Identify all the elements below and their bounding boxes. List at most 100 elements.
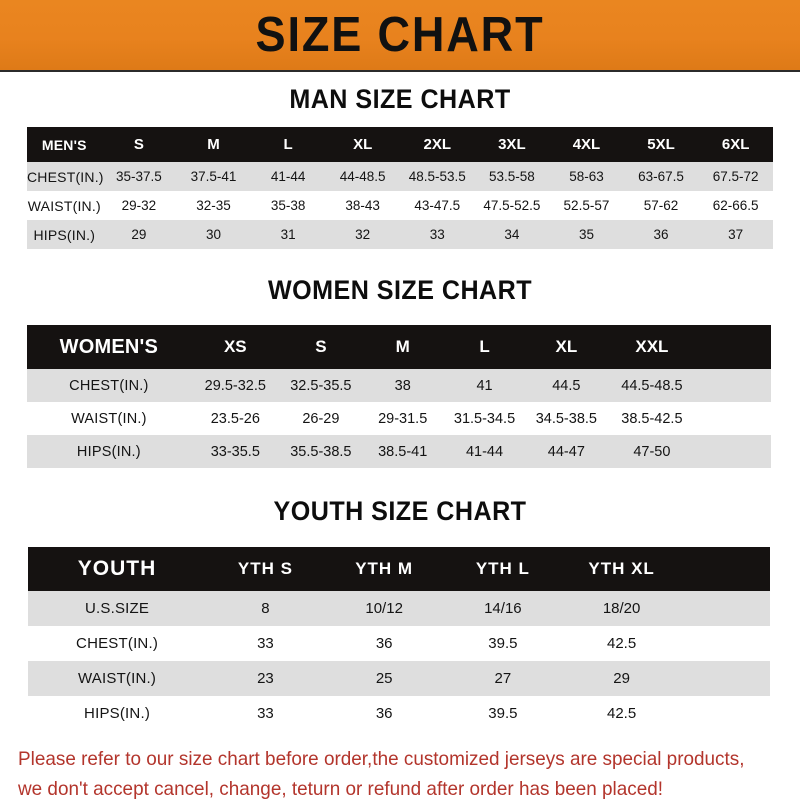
women-chest-empty <box>696 369 771 402</box>
youth-header-label: YOUTH <box>28 547 207 591</box>
men-row-hips-label: HIPS(IN.) <box>27 220 102 249</box>
table-row: HIPS(IN.) 33 36 39.5 42.5 <box>28 696 770 731</box>
table-row: HIPS(IN.) 29 30 31 32 33 34 35 36 37 <box>27 220 773 249</box>
men-chest-4xl: 58-63 <box>549 162 624 191</box>
disclaimer-line-1: Please refer to our size chart before or… <box>18 748 745 770</box>
men-hips-3xl: 34 <box>474 220 550 249</box>
men-section-title: MAN SIZE CHART <box>289 84 511 114</box>
women-chest-xs: 29.5-32.5 <box>190 369 280 402</box>
men-waist-6xl: 62-66.5 <box>698 191 773 220</box>
women-header-label: WOMEN'S <box>27 325 191 369</box>
women-chest-m: 38 <box>361 369 444 402</box>
women-hips-empty <box>696 435 771 468</box>
men-col-xl: XL <box>325 127 400 162</box>
table-row: WAIST(IN.) 23.5-26 26-29 29-31.5 31.5-34… <box>27 402 771 435</box>
men-col-5xl: 5XL <box>623 127 699 162</box>
youth-col-yth-l: YTH L <box>443 547 563 591</box>
men-header-label: MEN'S <box>27 127 102 162</box>
youth-ussize-yth-xl: 18/20 <box>562 591 681 626</box>
women-chest-xxl: 44.5-48.5 <box>607 369 697 402</box>
table-row: WAIST(IN.) 23 25 27 29 <box>28 661 770 696</box>
men-col-2xl: 2XL <box>399 127 475 162</box>
youth-col-yth-xl: YTH XL <box>562 547 681 591</box>
men-col-4xl: 4XL <box>549 127 624 162</box>
women-col-xxl: XXL <box>607 325 697 369</box>
women-waist-xxl: 38.5-42.5 <box>607 402 697 435</box>
men-chest-3xl: 53.5-58 <box>474 162 550 191</box>
men-waist-xl: 38-43 <box>325 191 400 220</box>
youth-ussize-yth-m: 10/12 <box>324 591 444 626</box>
men-col-3xl: 3XL <box>474 127 550 162</box>
youth-hips-yth-m: 36 <box>324 696 444 731</box>
youth-chest-yth-m: 36 <box>324 626 444 661</box>
youth-chest-yth-l: 39.5 <box>443 626 563 661</box>
women-hips-xs: 33-35.5 <box>190 435 280 468</box>
men-chest-s: 35-37.5 <box>101 162 177 191</box>
youth-row-waist-label: WAIST(IN.) <box>28 661 207 696</box>
youth-waist-yth-xl: 29 <box>562 661 681 696</box>
youth-row-ussize-label: U.S.SIZE <box>28 591 207 626</box>
men-row-waist-label: WAIST(IN.) <box>27 191 102 220</box>
men-waist-3xl: 47.5-52.5 <box>474 191 550 220</box>
men-waist-4xl: 52.5-57 <box>549 191 624 220</box>
disclaimer-line-2: we don't accept cancel, change, teturn o… <box>18 777 664 800</box>
youth-row-hips-label: HIPS(IN.) <box>28 696 207 731</box>
youth-ussize-yth-l: 14/16 <box>443 591 563 626</box>
youth-hips-yth-s: 33 <box>206 696 325 731</box>
youth-ussize-empty <box>680 591 770 626</box>
youth-hips-yth-xl: 42.5 <box>562 696 681 731</box>
women-waist-l: 31.5-34.5 <box>443 402 526 435</box>
women-table-body: WOMEN'S XS S M L XL XXL CHEST(IN.) 29.5-… <box>27 325 771 468</box>
youth-waist-yth-m: 25 <box>324 661 444 696</box>
women-waist-empty <box>696 402 771 435</box>
women-hips-m: 38.5-41 <box>361 435 444 468</box>
women-size-table: WOMEN'S XS S M L XL XXL CHEST(IN.) 29.5-… <box>27 325 771 468</box>
women-col-xl: XL <box>525 325 608 369</box>
page-title: SIZE CHART <box>255 7 545 62</box>
men-waist-m: 32-35 <box>176 191 251 220</box>
youth-chest-empty <box>680 626 770 661</box>
women-col-l: L <box>443 325 526 369</box>
men-hips-xl: 32 <box>325 220 400 249</box>
youth-row-chest-label: CHEST(IN.) <box>28 626 207 661</box>
men-waist-s: 29-32 <box>101 191 177 220</box>
youth-hips-yth-l: 39.5 <box>443 696 563 731</box>
women-chest-s: 32.5-35.5 <box>279 369 362 402</box>
youth-col-yth-m: YTH M <box>324 547 444 591</box>
men-waist-5xl: 57-62 <box>623 191 699 220</box>
women-waist-xs: 23.5-26 <box>190 402 280 435</box>
youth-ussize-yth-s: 8 <box>206 591 325 626</box>
men-row-chest-label: CHEST(IN.) <box>27 162 103 191</box>
men-chest-xl: 44-48.5 <box>325 162 400 191</box>
men-chest-l: 41-44 <box>250 162 326 191</box>
men-chest-5xl: 63-67.5 <box>623 162 699 191</box>
table-row: CHEST(IN.) 35-37.5 37.5-41 41-44 44-48.5… <box>27 162 773 191</box>
youth-section-title: YOUTH SIZE CHART <box>273 496 527 526</box>
men-waist-l: 35-38 <box>250 191 326 220</box>
women-chest-xl: 44.5 <box>525 369 608 402</box>
women-waist-s: 26-29 <box>279 402 362 435</box>
women-section-title: WOMEN SIZE CHART <box>267 275 533 305</box>
women-header-row: WOMEN'S XS S M L XL XXL <box>27 325 771 369</box>
table-row: U.S.SIZE 8 10/12 14/16 18/20 <box>28 591 770 626</box>
men-hips-2xl: 33 <box>399 220 475 249</box>
youth-col-empty <box>680 547 770 591</box>
women-chest-l: 41 <box>443 369 526 402</box>
youth-waist-yth-s: 23 <box>206 661 325 696</box>
youth-header-row: YOUTH YTH S YTH M YTH L YTH XL <box>28 547 770 591</box>
youth-waist-yth-l: 27 <box>443 661 563 696</box>
youth-waist-empty <box>680 661 770 696</box>
women-col-s: S <box>279 325 362 369</box>
women-hips-s: 35.5-38.5 <box>279 435 362 468</box>
women-row-hips-label: HIPS(IN.) <box>27 435 191 468</box>
youth-table-body: YOUTH YTH S YTH M YTH L YTH XL U.S.SIZE … <box>28 547 770 731</box>
men-hips-l: 31 <box>250 220 326 249</box>
men-col-s: S <box>101 127 177 162</box>
youth-col-yth-s: YTH S <box>206 547 325 591</box>
women-hips-l: 41-44 <box>443 435 526 468</box>
women-waist-xl: 34.5-38.5 <box>525 402 608 435</box>
youth-chest-yth-s: 33 <box>206 626 325 661</box>
table-row: HIPS(IN.) 33-35.5 35.5-38.5 38.5-41 41-4… <box>27 435 771 468</box>
men-table-body: MEN'S S M L XL 2XL 3XL 4XL 5XL 6XL CHEST… <box>27 127 773 249</box>
